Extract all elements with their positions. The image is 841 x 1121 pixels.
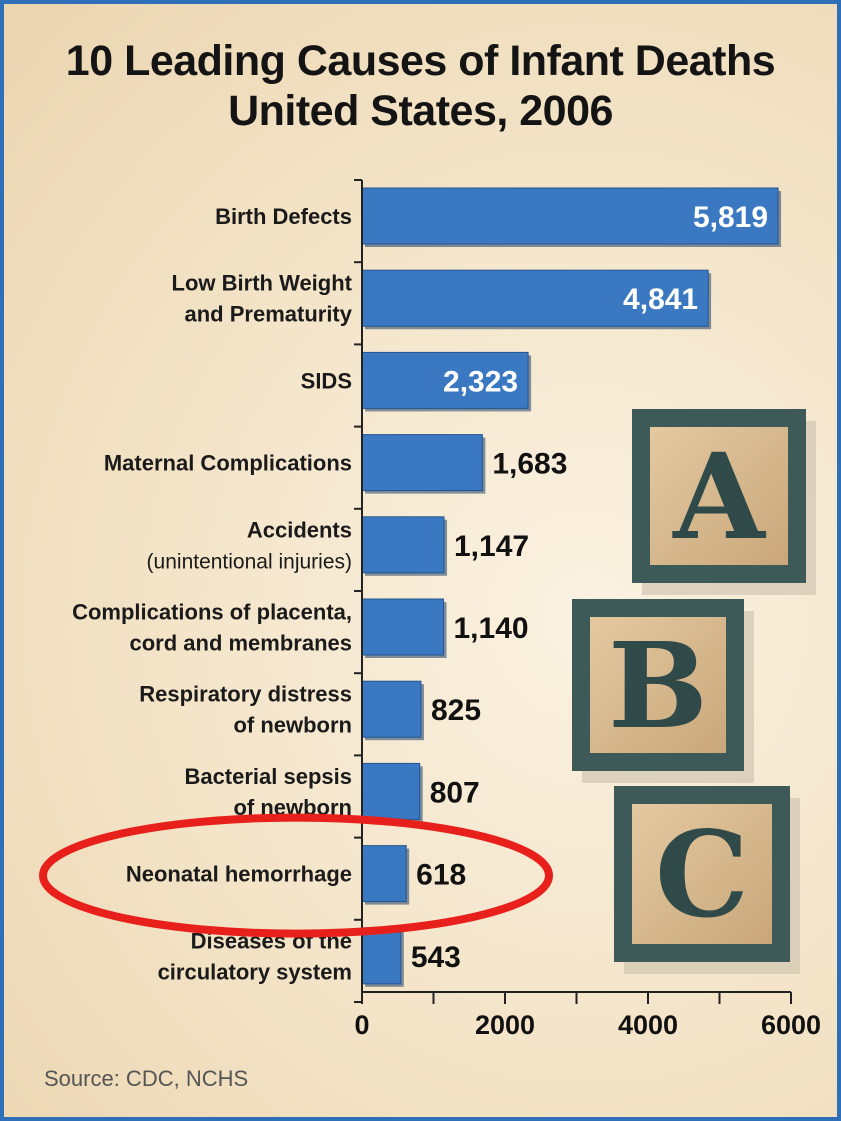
bar	[361, 680, 422, 738]
title-line-1: 10 Leading Causes of Infant Deaths	[65, 37, 776, 85]
value-label: 1,683	[492, 448, 567, 481]
bar	[361, 187, 779, 245]
bar	[361, 598, 445, 656]
category-label: SIDS	[301, 368, 352, 393]
category-label: Respiratory distress	[139, 682, 352, 707]
category-label: circulatory system	[158, 959, 352, 984]
value-label: 5,819	[693, 201, 768, 234]
category-label: cord and membranes	[129, 631, 352, 656]
bar	[361, 516, 445, 574]
chart-title: 10 Leading Causes of Infant Deaths Unite…	[4, 36, 837, 136]
category-label: Bacterial sepsis	[184, 764, 352, 789]
category-label: Birth Defects	[215, 204, 352, 229]
category-label: Low Birth Weight	[172, 271, 353, 296]
block-letter: A	[672, 427, 766, 566]
block-face	[632, 804, 772, 944]
letter-block-2: B	[572, 599, 754, 783]
bar	[361, 351, 529, 409]
category-label: Neonatal hemorrhage	[126, 862, 352, 887]
block-letter: B	[608, 616, 708, 755]
source-note: Source: CDC, NCHS	[44, 1066, 249, 1091]
bars-group: 5,819 4,841 2,323 1,683 1,147 1,140 825 807 618 5…	[361, 187, 782, 987]
category-label: of newborn	[233, 713, 352, 738]
category-label: Accidents	[247, 517, 352, 542]
value-label: 1,140	[454, 612, 529, 645]
block-face	[590, 617, 726, 753]
block-face	[650, 427, 788, 565]
bar	[361, 434, 483, 492]
x-tick-label: 6000	[761, 1010, 821, 1040]
x-tick-label: 2000	[475, 1010, 535, 1040]
value-label: 825	[431, 694, 481, 727]
category-label: Complications of placenta,	[72, 600, 352, 625]
bar	[361, 845, 407, 903]
value-label: 4,841	[623, 283, 698, 316]
value-label: 618	[416, 859, 466, 892]
bar	[361, 762, 421, 820]
block-letter: C	[655, 805, 749, 944]
highlight-ellipse	[39, 813, 553, 938]
letter-block-1: A	[632, 409, 816, 595]
letter-block-3: C	[614, 786, 800, 974]
bar-chart: ABC 5,819 4,841 2,323 1,683 1,147 1,140 825 807…	[39, 179, 821, 1040]
category-labels: Birth Defects Low Birth Weight and Prematu…	[72, 204, 353, 984]
value-label: 1,147	[454, 530, 529, 563]
bar	[361, 269, 709, 327]
value-label: 2,323	[443, 365, 518, 398]
highlight-annotation	[39, 813, 553, 938]
title-line-2: United States, 2006	[228, 87, 613, 135]
category-label: (unintentional injuries)	[147, 550, 352, 573]
value-label: 807	[430, 776, 480, 809]
category-label: Maternal Complications	[104, 451, 352, 476]
x-axis: 0 2000 4000 6000	[354, 179, 821, 1040]
bar	[361, 927, 402, 985]
value-label: 543	[411, 941, 461, 974]
x-tick-label: 4000	[618, 1010, 678, 1040]
category-label: and Prematurity	[185, 302, 353, 327]
x-tick-label: 0	[354, 1010, 369, 1040]
abc-blocks-illustration: ABC	[572, 409, 816, 974]
